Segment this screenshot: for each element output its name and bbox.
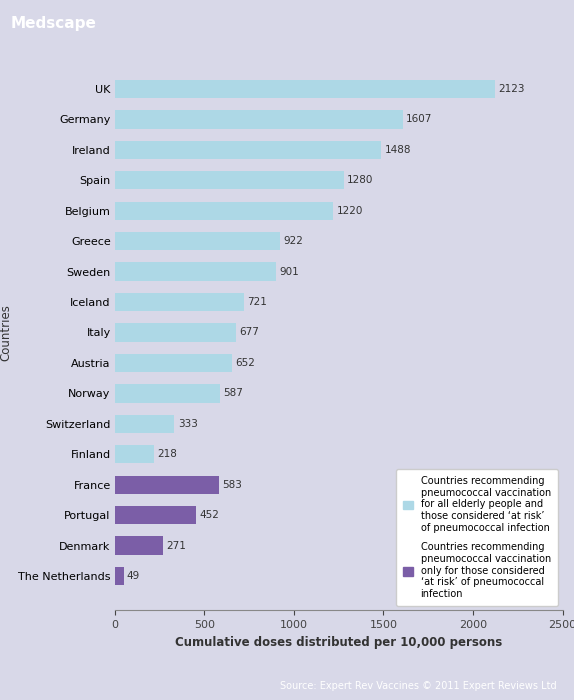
Bar — [115, 80, 495, 98]
Bar — [115, 384, 220, 402]
Bar — [115, 262, 276, 281]
Bar — [115, 202, 333, 220]
Bar — [115, 172, 344, 190]
Text: 2123: 2123 — [498, 84, 525, 94]
Text: 452: 452 — [199, 510, 219, 520]
Bar — [115, 414, 174, 433]
Text: Source: Expert Rev Vaccines © 2011 Expert Reviews Ltd: Source: Expert Rev Vaccines © 2011 Exper… — [280, 681, 557, 691]
Bar — [115, 141, 381, 159]
Bar — [115, 111, 402, 129]
Bar — [115, 293, 244, 312]
Text: 587: 587 — [223, 389, 243, 398]
Bar — [115, 506, 196, 524]
Bar — [115, 354, 231, 372]
Text: 583: 583 — [223, 480, 242, 490]
Bar — [115, 536, 164, 554]
Text: 271: 271 — [166, 540, 187, 551]
Legend: Countries recommending
pneumococcal vaccination
for all elderly people and
those: Countries recommending pneumococcal vacc… — [396, 470, 558, 606]
Y-axis label: Countries: Countries — [0, 304, 13, 361]
Bar — [115, 445, 154, 463]
Text: 922: 922 — [283, 236, 303, 246]
Text: 218: 218 — [157, 449, 177, 459]
Text: 721: 721 — [247, 297, 267, 307]
Bar — [115, 567, 123, 585]
Bar — [115, 475, 219, 493]
Text: Medscape: Medscape — [10, 16, 96, 31]
Text: 677: 677 — [239, 328, 259, 337]
Bar — [115, 232, 280, 251]
Text: 49: 49 — [127, 571, 140, 581]
Text: 1280: 1280 — [347, 175, 374, 186]
Text: 1607: 1607 — [406, 114, 432, 125]
Bar — [115, 323, 236, 342]
Text: 901: 901 — [280, 267, 299, 276]
Text: 1488: 1488 — [385, 145, 411, 155]
X-axis label: Cumulative doses distributed per 10,000 persons: Cumulative doses distributed per 10,000 … — [175, 636, 502, 649]
Text: 652: 652 — [235, 358, 255, 368]
Text: 1220: 1220 — [336, 206, 363, 216]
Text: 333: 333 — [178, 419, 197, 429]
